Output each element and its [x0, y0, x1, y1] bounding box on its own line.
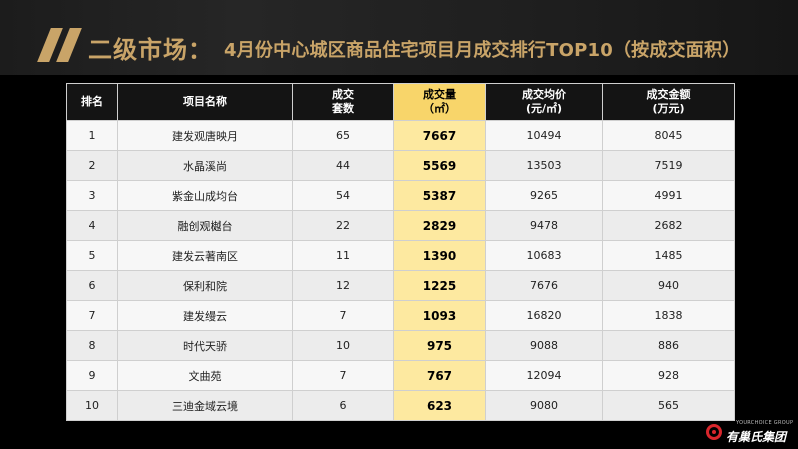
column-header-line1: 排名 [81, 95, 103, 108]
column-header-price: 成交均价 (元/㎡) [485, 83, 603, 121]
cell-units: 12 [292, 270, 394, 301]
cell-name: 融创观樾台 [117, 210, 293, 241]
cell-units: 44 [292, 150, 394, 181]
cell-price: 12094 [485, 360, 603, 391]
column-header-line1: 成交金额 [646, 88, 691, 101]
cell-price: 16820 [485, 300, 603, 331]
cell-area: 5387 [393, 180, 486, 211]
cell-area: 7667 [393, 120, 486, 151]
cell-name: 文曲苑 [117, 360, 293, 391]
table-row: 6 保利和院 12 1225 7676 940 [66, 270, 735, 301]
cell-units: 65 [292, 120, 394, 151]
column-header-rank: 排名 [66, 83, 118, 121]
cell-area: 1225 [393, 270, 486, 301]
table-row: 8 时代天骄 10 975 9088 886 [66, 330, 735, 361]
header-band [0, 0, 798, 75]
cell-name: 保利和院 [117, 270, 293, 301]
column-header-line2: （㎡） [423, 102, 456, 115]
cell-units: 7 [292, 300, 394, 331]
cell-area: 1093 [393, 300, 486, 331]
cell-rank: 10 [66, 390, 118, 421]
column-header-line1: 成交均价 [522, 88, 566, 101]
cell-name: 紫金山成均台 [117, 180, 293, 211]
cell-amount: 1485 [602, 240, 735, 271]
cell-area: 2829 [393, 210, 486, 241]
cell-units: 10 [292, 330, 394, 361]
cell-rank: 8 [66, 330, 118, 361]
cell-amount: 940 [602, 270, 735, 301]
cell-area: 1390 [393, 240, 486, 271]
cell-rank: 1 [66, 120, 118, 151]
cell-area: 767 [393, 360, 486, 391]
cell-amount: 2682 [602, 210, 735, 241]
cell-units: 6 [292, 390, 394, 421]
cell-rank: 5 [66, 240, 118, 271]
cell-rank: 6 [66, 270, 118, 301]
cell-amount: 4991 [602, 180, 735, 211]
cell-name: 建发云著南区 [117, 240, 293, 271]
cell-amount: 565 [602, 390, 735, 421]
table-header-row: 排名 项目名称 成交 套数 成交量 （㎡） 成交均价 (元/㎡) [66, 83, 735, 121]
column-header-line1: 成交量 [423, 88, 456, 101]
cell-amount: 7519 [602, 150, 735, 181]
logo-chinese-text: 有巢氏集团 [726, 430, 787, 444]
cell-price: 10494 [485, 120, 603, 151]
table-row: 1 建发观唐映月 65 7667 10494 8045 [66, 120, 735, 151]
cell-amount: 1838 [602, 300, 735, 331]
table-row: 2 水晶溪尚 44 5569 13503 7519 [66, 150, 735, 181]
cell-amount: 886 [602, 330, 735, 361]
cell-rank: 2 [66, 150, 118, 181]
column-header-name: 项目名称 [117, 83, 293, 121]
cell-price: 7676 [485, 270, 603, 301]
cell-name: 水晶溪尚 [117, 150, 293, 181]
table-row: 10 三迪金域云境 6 623 9080 565 [66, 390, 735, 421]
table-row: 5 建发云著南区 11 1390 10683 1485 [66, 240, 735, 271]
cell-price: 9478 [485, 210, 603, 241]
table-row: 4 融创观樾台 22 2829 9478 2682 [66, 210, 735, 241]
table-row: 3 紫金山成均台 54 5387 9265 4991 [66, 180, 735, 211]
table-row: 9 文曲苑 7 767 12094 928 [66, 360, 735, 391]
cell-area: 623 [393, 390, 486, 421]
cell-price: 9088 [485, 330, 603, 361]
column-header-amount: 成交金额 (万元) [602, 83, 735, 121]
cell-rank: 3 [66, 180, 118, 211]
cell-units: 54 [292, 180, 394, 211]
company-logo: YOURCHOICE GROUP 有巢氏集团 [706, 418, 796, 446]
brand-circle-icon [706, 424, 722, 440]
page-subtitle: 4月份中心城区商品住宅项目月成交排行TOP10（按成交面积） [224, 40, 741, 61]
cell-price: 9080 [485, 390, 603, 421]
column-header-line2: 套数 [332, 102, 354, 115]
cell-rank: 9 [66, 360, 118, 391]
column-header-line2: (万元) [652, 102, 685, 115]
cell-area: 975 [393, 330, 486, 361]
cell-amount: 928 [602, 360, 735, 391]
column-header-line1: 项目名称 [183, 95, 227, 108]
ranking-table: 排名 项目名称 成交 套数 成交量 （㎡） 成交均价 (元/㎡) [66, 83, 735, 421]
cell-area: 5569 [393, 150, 486, 181]
cell-units: 7 [292, 360, 394, 391]
logo-english-text: YOURCHOICE GROUP [736, 420, 794, 426]
cell-name: 三迪金域云境 [117, 390, 293, 421]
cell-name: 时代天骄 [117, 330, 293, 361]
column-header-units: 成交 套数 [292, 83, 394, 121]
page-title: 二级市场： [88, 36, 213, 64]
cell-rank: 4 [66, 210, 118, 241]
ranking-table-container: 排名 项目名称 成交 套数 成交量 （㎡） 成交均价 (元/㎡) [66, 83, 735, 423]
column-header-line2: (元/㎡) [525, 102, 563, 115]
cell-name: 建发缦云 [117, 300, 293, 331]
cell-rank: 7 [66, 300, 118, 331]
cell-price: 10683 [485, 240, 603, 271]
cell-price: 13503 [485, 150, 603, 181]
cell-name: 建发观唐映月 [117, 120, 293, 151]
cell-units: 22 [292, 210, 394, 241]
cell-units: 11 [292, 240, 394, 271]
column-header-area: 成交量 （㎡） [393, 83, 486, 121]
cell-amount: 8045 [602, 120, 735, 151]
column-header-line1: 成交 [332, 88, 354, 101]
table-row: 7 建发缦云 7 1093 16820 1838 [66, 300, 735, 331]
cell-price: 9265 [485, 180, 603, 211]
